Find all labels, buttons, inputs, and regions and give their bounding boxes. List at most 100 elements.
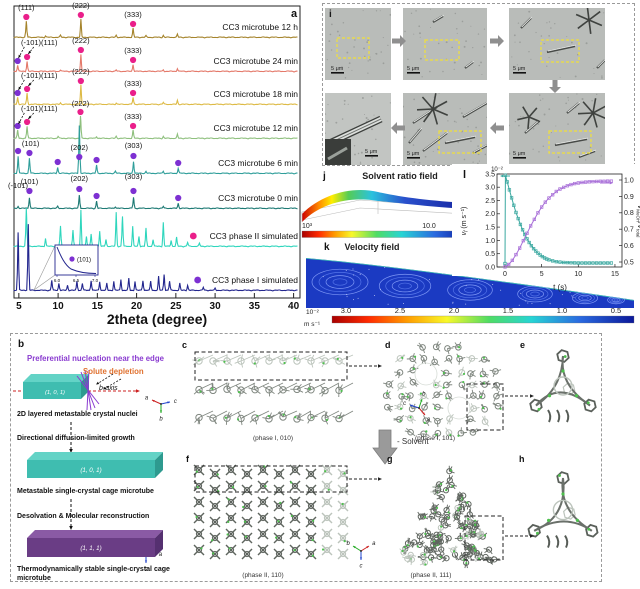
arrow-left-icon bbox=[490, 122, 504, 134]
scale-bar bbox=[407, 72, 420, 74]
box1-caption: 2D layered metastable crystal nuclei bbox=[17, 411, 138, 418]
svg-text:15: 15 bbox=[92, 301, 104, 312]
svg-text:a: a bbox=[372, 541, 376, 547]
velocity-unit-exp: 10⁻² bbox=[306, 309, 320, 316]
svg-text:0.7: 0.7 bbox=[624, 227, 634, 234]
kinetics-scale-note: 10⁻² bbox=[491, 167, 503, 173]
kinetics-ylabel-right: VMeOH/Vtotal bbox=[636, 205, 640, 238]
svg-text:(101): (101) bbox=[21, 177, 39, 186]
svg-text:(111): (111) bbox=[18, 3, 35, 12]
svg-text:1.5: 1.5 bbox=[485, 225, 495, 232]
svg-text:c: c bbox=[174, 399, 177, 405]
micro-image bbox=[325, 93, 391, 165]
highlight-box bbox=[438, 130, 482, 154]
velocity-colorbar-ticks: 3.0 2.5 2.0 1.5 1.0 0.5 bbox=[341, 306, 621, 315]
velocity-unit: m s⁻¹ bbox=[304, 321, 321, 328]
svg-text:CC3 microtube 12 h: CC3 microtube 12 h bbox=[222, 22, 298, 32]
svg-text:CC3 phase II simulated: CC3 phase II simulated bbox=[210, 231, 299, 241]
solvent-cb-tick-0: 10³ bbox=[302, 223, 313, 230]
svg-text:b: b bbox=[422, 392, 426, 398]
solvent-removal-arrow-icon bbox=[372, 429, 398, 465]
box2-caption: Metastable single-crystal cage microtube bbox=[17, 488, 154, 495]
scale-bar-label: 5 μm bbox=[331, 66, 344, 72]
svg-text:2.5: 2.5 bbox=[485, 198, 495, 205]
micro-image bbox=[403, 93, 487, 165]
panel-g-letter: g bbox=[387, 454, 393, 464]
panel-h-letter: h bbox=[519, 454, 525, 464]
xrd-plot: 5 10 15 20 25 30 35 40 (111) (222) (333) CC3 microt… bbox=[8, 1, 301, 327]
svg-text:CC3 microtube 24 min: CC3 microtube 24 min bbox=[213, 56, 298, 66]
axis-triad: a c b bbox=[145, 396, 177, 423]
svg-text:c: c bbox=[145, 566, 148, 572]
labels-layer: b Preferential nucleation near the edge … bbox=[17, 339, 525, 581]
panel-j-letter: j bbox=[322, 171, 326, 182]
svg-text:7.0: 7.0 bbox=[92, 278, 99, 283]
xrd-traces: 5 10 15 20 25 30 35 40 (111) (222) (333) CC3 microt… bbox=[8, 1, 301, 312]
svg-text:0.5: 0.5 bbox=[611, 306, 621, 315]
panel-i-letter: i bbox=[329, 9, 332, 20]
micro-image bbox=[509, 93, 605, 165]
mechanism-canvas: acbbcabacbac b Preferential nucleation n… bbox=[13, 339, 599, 581]
svg-text:(303): (303) bbox=[125, 172, 143, 181]
svg-text:0.0: 0.0 bbox=[485, 264, 495, 271]
svg-text:5: 5 bbox=[540, 271, 544, 278]
svg-text:(333): (333) bbox=[124, 46, 142, 55]
solvent-cb-tick-1: 10.0 bbox=[422, 223, 436, 230]
box1-index: (1, 0, 1) bbox=[45, 390, 65, 396]
svg-text:(-101)(111): (-101)(111) bbox=[21, 38, 58, 47]
svg-text:3.0: 3.0 bbox=[341, 306, 351, 315]
panel-f-letter: f bbox=[186, 454, 190, 464]
svg-text:b: b bbox=[159, 416, 163, 422]
nucleation-heading: Preferential nucleation near the edge bbox=[27, 354, 165, 363]
svg-text:c: c bbox=[360, 563, 363, 569]
scale-bar-label: 5 μm bbox=[513, 151, 526, 157]
micro-image bbox=[403, 8, 487, 80]
zoom-region-box bbox=[194, 351, 348, 381]
micro-image bbox=[509, 8, 605, 80]
svg-text:(-101): (-101) bbox=[8, 181, 29, 190]
svg-text:0.5: 0.5 bbox=[485, 251, 495, 258]
panel-c-letter: c bbox=[182, 340, 187, 350]
svg-text:0.5: 0.5 bbox=[624, 259, 634, 266]
svg-text:15: 15 bbox=[611, 271, 619, 278]
arrow-right-icon bbox=[490, 35, 504, 47]
phaseI-101-caption: (phase I, 101) bbox=[415, 435, 455, 442]
step2-label: Desolvation & Molecular reconstruction bbox=[17, 513, 149, 520]
solvent-colorbar bbox=[301, 230, 469, 238]
svg-text:6.5: 6.5 bbox=[73, 278, 80, 283]
scale-bars: 5 μm 5 μm 5 μm 5 μm 5 μm 5 μm bbox=[331, 66, 526, 159]
svg-text:3.5: 3.5 bbox=[485, 171, 495, 178]
panel-k-letter: k bbox=[324, 242, 330, 253]
svg-text:3.0: 3.0 bbox=[485, 185, 495, 192]
svg-text:0.6: 0.6 bbox=[624, 243, 634, 250]
micro-image bbox=[325, 8, 391, 80]
svg-text:(222): (222) bbox=[72, 67, 90, 76]
svg-text:(-101)(111): (-101)(111) bbox=[21, 104, 58, 113]
panel-l-letter: l bbox=[463, 169, 466, 181]
svg-text:(333): (333) bbox=[124, 112, 142, 121]
svg-text:2.0: 2.0 bbox=[449, 306, 459, 315]
velocity-field-panel: k Velocity field 10⁻² m s⁻¹ 3.0 2.5 2.0 1.5… bbox=[304, 242, 635, 328]
phaseI-010-caption: (phase I, 010) bbox=[253, 435, 293, 442]
phaseII-111-caption: (phase II, 111) bbox=[411, 572, 452, 579]
svg-text:1.0: 1.0 bbox=[557, 306, 567, 315]
crystal-structures: acbbcabacbac bbox=[130, 341, 599, 572]
box3-caption-2: microtube bbox=[17, 575, 51, 581]
scale-bar-label: 5 μm bbox=[407, 66, 420, 72]
svg-text:1.0: 1.0 bbox=[485, 238, 495, 245]
svg-text:(-101)(111): (-101)(111) bbox=[21, 71, 58, 80]
svg-text:6.0: 6.0 bbox=[54, 278, 61, 283]
svg-text:(222): (222) bbox=[72, 36, 90, 45]
xrd-xlabel: 2theta (degree) bbox=[107, 311, 207, 327]
mechanism-panel: acbbcabacbac b Preferential nucleation n… bbox=[10, 333, 602, 582]
scale-bar-label: 5 μm bbox=[513, 66, 526, 72]
box3-index: (1, 1, 1) bbox=[80, 545, 101, 552]
phaseII-110-caption: (phase II, 110) bbox=[242, 572, 283, 579]
panel-d-letter: d bbox=[385, 340, 391, 350]
kinetics-ylabel-left: vf (m s⁻¹) bbox=[461, 207, 470, 236]
svg-text:(202): (202) bbox=[71, 174, 89, 183]
scale-bar bbox=[407, 157, 420, 159]
step1-label: Directional diffusion-limited growth bbox=[17, 435, 135, 442]
solvent-ratio-title: Solvent ratio field bbox=[362, 171, 438, 181]
